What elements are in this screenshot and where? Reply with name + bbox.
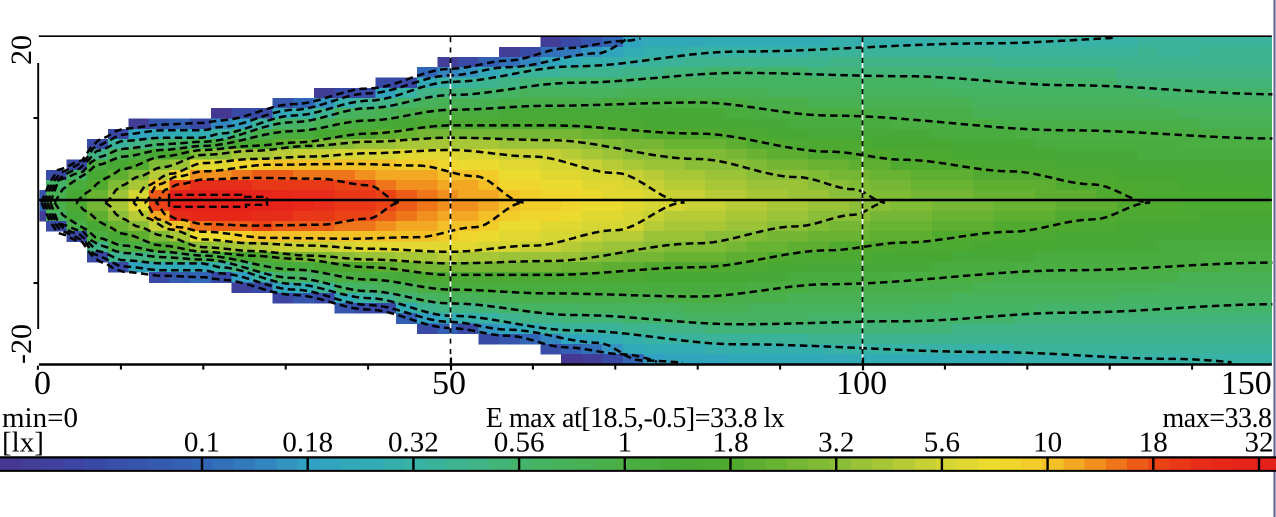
svg-text:10: 10 [1033,427,1062,459]
svg-text:18: 18 [1139,427,1168,459]
svg-text:3.2: 3.2 [818,427,854,459]
svg-text:20: 20 [5,35,38,65]
svg-text:32: 32 [1245,427,1274,459]
svg-text:50: 50 [432,365,466,402]
svg-text:max=33.8: max=33.8 [1163,403,1272,434]
svg-text:E max at[18.5,-0.5]=33.8 lx: E max at[18.5,-0.5]=33.8 lx [486,403,785,434]
svg-text:150: 150 [1221,365,1272,402]
svg-text:0.32: 0.32 [388,427,439,459]
svg-text:min=0: min=0 [2,402,78,434]
svg-text:0.56: 0.56 [494,427,545,459]
svg-text:100: 100 [836,365,887,402]
svg-text:0.1: 0.1 [184,427,220,459]
svg-text:0.18: 0.18 [282,427,333,459]
svg-text:1: 1 [618,427,633,459]
svg-text:-20: -20 [5,324,38,364]
svg-text:0: 0 [34,365,51,402]
svg-text:[lx]: [lx] [2,427,44,459]
svg-text:1.8: 1.8 [712,427,748,459]
svg-text:5.6: 5.6 [924,427,960,459]
